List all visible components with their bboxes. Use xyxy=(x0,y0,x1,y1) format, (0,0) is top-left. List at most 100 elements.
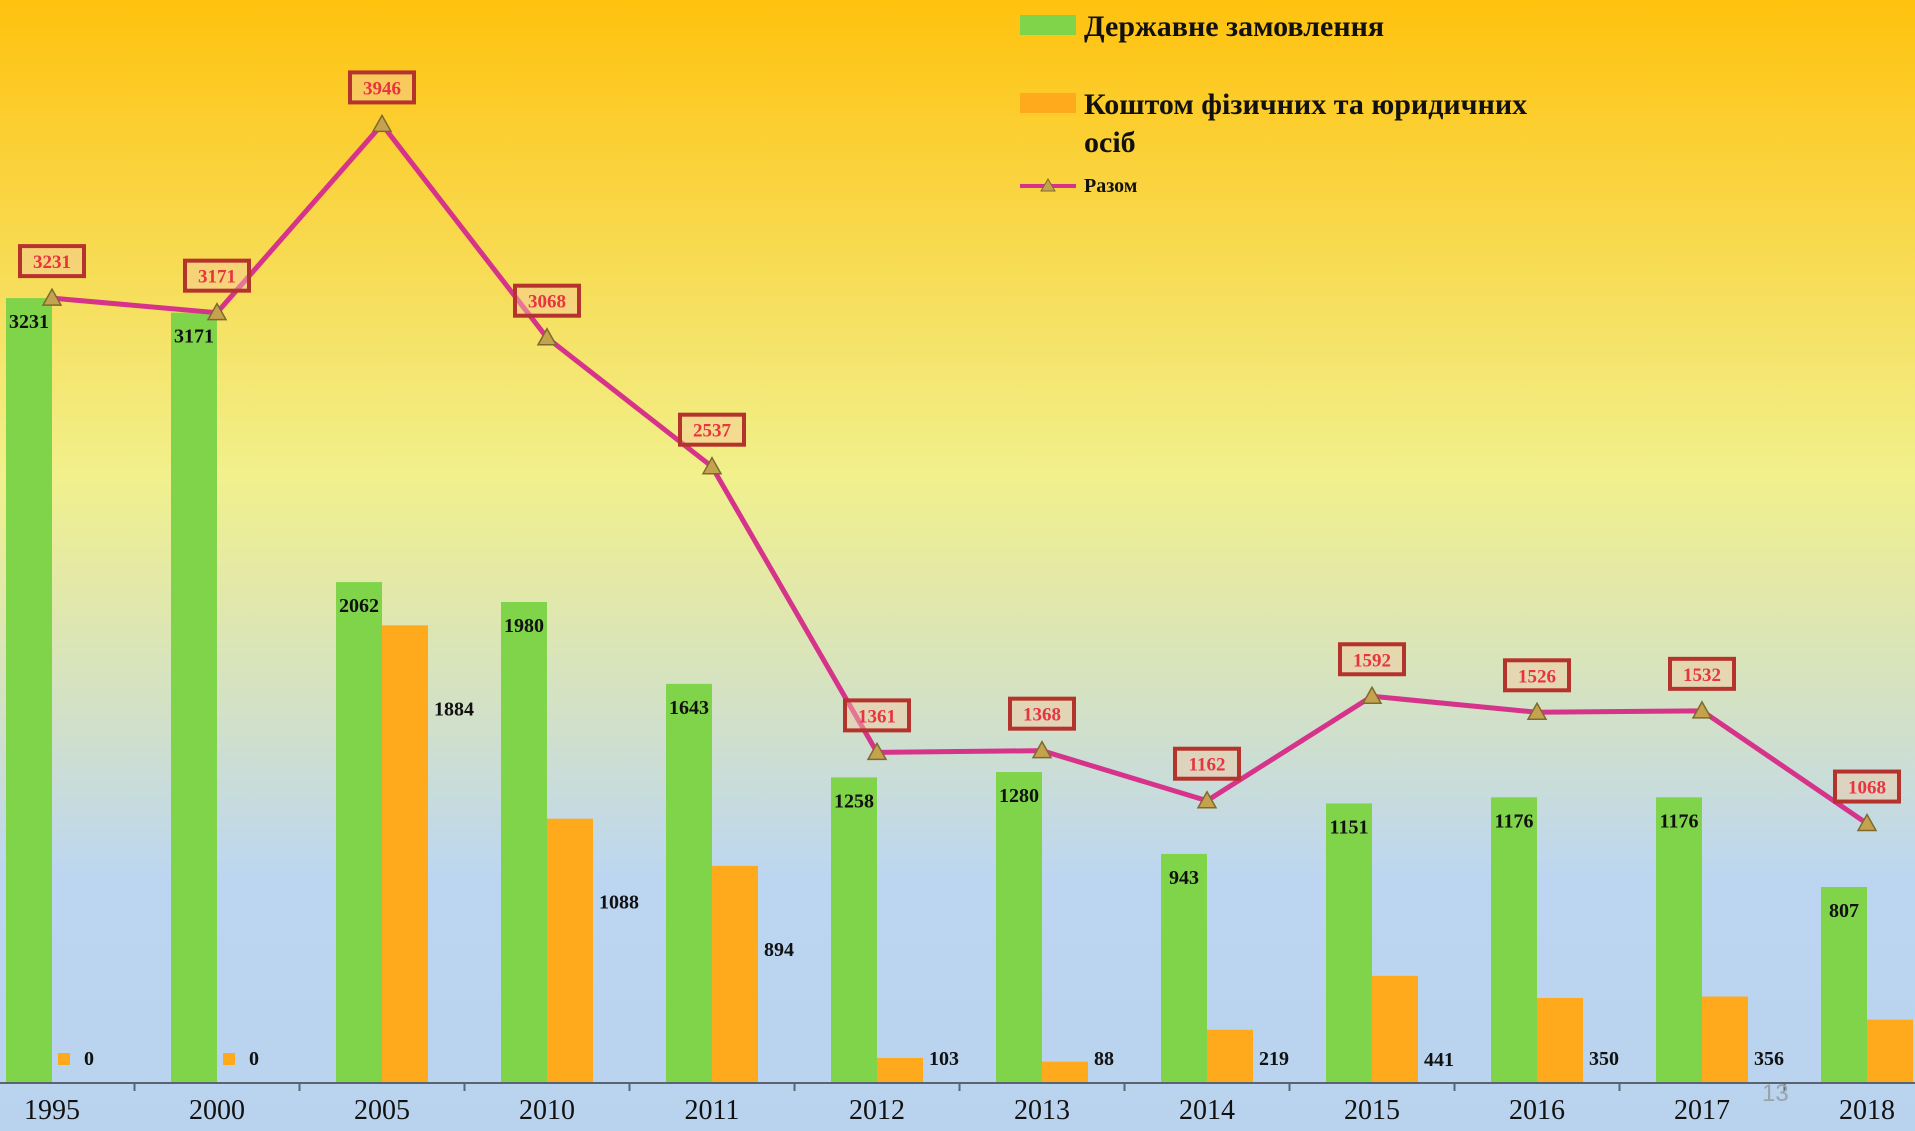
total-label-box-2013: 1368 xyxy=(1008,696,1076,731)
total-label-2005: 3946 xyxy=(363,78,401,99)
x-tick-label-2000: 2000 xyxy=(189,1095,245,1126)
total-label-frame-2013 xyxy=(1008,696,1076,731)
total-point-2014 xyxy=(1196,790,1218,809)
total-label-frame-2016 xyxy=(1503,658,1571,693)
x-tick-label-2012: 2012 xyxy=(849,1095,905,1126)
bar-private-funds-2005 xyxy=(382,625,428,1083)
total-point-1995 xyxy=(41,287,63,306)
total-label-box-2014: 1162 xyxy=(1173,746,1241,781)
data-label-state-order-2000: 3171 xyxy=(174,326,214,348)
bar-state-order-2013 xyxy=(996,772,1042,1083)
legend-line-icon xyxy=(1020,178,1076,192)
bar-state-order-2012 xyxy=(831,777,877,1083)
bar-state-order-2010 xyxy=(501,602,547,1083)
total-point-2010 xyxy=(536,327,558,346)
legend-label-total: Разом xyxy=(1084,175,1138,197)
bar-private-funds-2010 xyxy=(547,818,593,1083)
data-label-state-order-2012: 1258 xyxy=(834,790,874,812)
data-label-private-funds-2017: 356 xyxy=(1754,1048,1784,1070)
bar-private-funds-2018 xyxy=(1867,1019,1913,1083)
x-tick-label-2011: 2011 xyxy=(685,1095,740,1126)
x-tick-label-2017: 2017 xyxy=(1674,1095,1730,1126)
bar-state-order-2011 xyxy=(666,683,712,1083)
bar-state-order-2005 xyxy=(336,582,382,1083)
data-label-private-funds-2016: 350 xyxy=(1589,1048,1619,1070)
total-point-2012 xyxy=(866,741,888,761)
x-tick-label-2010: 2010 xyxy=(519,1095,575,1126)
bar-state-order-2000 xyxy=(171,312,217,1083)
legend-item-state-order: Державне замовлення xyxy=(1020,8,1580,46)
total-label-box-2011: 2537 xyxy=(678,412,746,447)
total-label-2017: 1532 xyxy=(1683,665,1721,686)
bar-state-order-2015 xyxy=(1326,803,1372,1083)
bars-layer xyxy=(6,298,1913,1084)
data-label-private-funds-1995: 0 xyxy=(84,1048,94,1070)
total-point-2017 xyxy=(1691,700,1713,719)
x-tick-label-2018: 2018 xyxy=(1839,1095,1895,1126)
data-label-state-order-2005: 2062 xyxy=(339,595,379,617)
data-label-state-order-2015: 1151 xyxy=(1330,816,1369,838)
total-label-2013: 1368 xyxy=(1023,705,1061,726)
data-label-private-funds-2011: 894 xyxy=(764,939,794,961)
bar-state-order-2018 xyxy=(1821,886,1867,1083)
x-tick-label-2005: 2005 xyxy=(354,1095,410,1126)
total-label-2015: 1592 xyxy=(1353,650,1391,671)
total-point-2015 xyxy=(1361,685,1383,705)
total-line xyxy=(51,121,1869,826)
legend-item-total: Разом xyxy=(1020,176,1580,196)
total-label-box-2018: 1068 xyxy=(1833,769,1901,804)
total-label-frame-2015 xyxy=(1338,642,1406,677)
legend: Державне замовлення Коштом фізичних та ю… xyxy=(1020,8,1580,236)
bar-state-order-2014 xyxy=(1161,853,1207,1083)
data-label-state-order-2011: 1643 xyxy=(669,697,709,719)
total-label-2000: 3171 xyxy=(198,267,236,288)
data-label-state-order-1995: 3231 xyxy=(9,311,49,333)
legend-item-private-funds: Коштом фізичних та юридичних осіб xyxy=(1020,86,1580,162)
data-label-state-order-2017: 1176 xyxy=(1660,810,1699,832)
data-label-private-funds-2000: 0 xyxy=(249,1048,259,1070)
total-label-1995: 3231 xyxy=(33,252,71,273)
bar-private-funds-2015 xyxy=(1372,975,1418,1083)
total-label-frame-2005 xyxy=(348,70,416,105)
bar-private-funds-2013 xyxy=(1042,1061,1088,1083)
total-label-frame-1995 xyxy=(18,244,86,279)
total-label-2016: 1526 xyxy=(1518,666,1556,687)
total-label-2014: 1162 xyxy=(1189,755,1226,776)
total-line-layer xyxy=(41,113,1878,832)
total-label-frame-2000 xyxy=(183,258,251,293)
x-tick-label-1995: 1995 xyxy=(24,1095,80,1126)
legend-swatch-state-order xyxy=(1020,15,1076,35)
total-label-box-2015: 1592 xyxy=(1338,642,1406,677)
bar-private-funds-2000 xyxy=(223,1053,235,1065)
data-label-private-funds-2005: 1884 xyxy=(434,698,474,720)
legend-label-private-funds: Коштом фізичних та юридичних осіб xyxy=(1084,88,1528,159)
bar-private-funds-2016 xyxy=(1537,997,1583,1083)
total-label-box-2016: 1526 xyxy=(1503,658,1571,693)
data-label-private-funds-2014: 219 xyxy=(1259,1048,1289,1070)
bar-private-funds-2014 xyxy=(1207,1029,1253,1083)
total-label-frame-2014 xyxy=(1173,746,1241,781)
bar-private-funds-2012 xyxy=(877,1057,923,1083)
data-label-private-funds-2015: 441 xyxy=(1424,1049,1454,1071)
bar-private-funds-2011 xyxy=(712,865,758,1083)
bar-state-order-2016 xyxy=(1491,797,1537,1083)
total-label-2011: 2537 xyxy=(693,421,732,442)
total-label-box-2010: 3068 xyxy=(513,283,581,318)
total-point-2011 xyxy=(701,456,723,475)
total-label-frame-2018 xyxy=(1833,769,1901,804)
legend-label-state-order: Державне замовлення xyxy=(1084,10,1385,43)
legend-swatch-private-funds xyxy=(1020,93,1076,113)
total-label-box-2005: 3946 xyxy=(348,70,416,105)
total-label-frame-2017 xyxy=(1668,656,1736,691)
total-label-box-2000: 3171 xyxy=(183,258,251,293)
data-label-state-order-2010: 1980 xyxy=(504,615,544,637)
total-label-box-1995: 3231 xyxy=(18,244,86,279)
bar-private-funds-2017 xyxy=(1702,996,1748,1083)
x-axis: 1995 2000 2005 2010 2011 2012 2013 2014 2015 2016… xyxy=(0,1082,1915,1126)
data-label-private-funds-2012: 103 xyxy=(929,1048,959,1070)
total-label-2010: 3068 xyxy=(528,292,566,313)
data-label-private-funds-2010: 1088 xyxy=(599,892,639,914)
